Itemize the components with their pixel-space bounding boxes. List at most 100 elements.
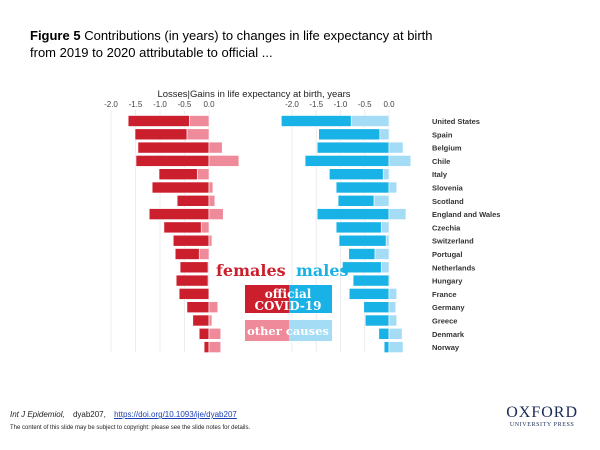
legend-other-male-swatch — [289, 320, 332, 341]
bar-males-other-causes — [388, 181, 398, 194]
bar-males-other-causes — [379, 128, 390, 141]
legend-official-male-swatch — [289, 285, 332, 313]
bar-males-other-causes — [385, 234, 390, 247]
country-label: Hungary — [432, 277, 463, 286]
bar-females-other-causes — [208, 314, 213, 327]
bar-males-other-causes — [388, 314, 398, 327]
country-label: Portugal — [432, 250, 462, 259]
bar-females-other-causes — [208, 208, 224, 220]
bar-females-official-covid — [198, 327, 210, 340]
country-labels: United States Spain Belgium Chile Italy Slove… — [432, 117, 500, 352]
bar-females-other-causes — [186, 128, 210, 141]
country-label: Norway — [432, 343, 460, 352]
legend-official-label-2: COVID-19 — [254, 299, 321, 313]
bar-females-official-covid — [175, 274, 209, 287]
country-label: Czechia — [432, 223, 461, 232]
bar-males-other-causes — [380, 261, 390, 274]
bar-males-official-covid — [364, 314, 390, 327]
legend-males-label: males — [296, 261, 349, 280]
bar-males-official-covid — [352, 274, 390, 287]
bar-males-other-causes — [373, 195, 390, 207]
bar-males-official-covid — [316, 141, 390, 154]
country-label: Netherlands — [432, 263, 475, 272]
figure-label: Figure 5 — [30, 28, 81, 43]
country-label: Denmark — [432, 330, 465, 339]
bar-males-other-causes — [388, 341, 404, 353]
bar-females-other-causes — [208, 301, 219, 314]
bar-females-official-covid — [158, 168, 198, 180]
country-label: United States — [432, 117, 480, 126]
bar-males-official-covid — [335, 181, 390, 194]
bar-females-other-causes — [208, 141, 223, 154]
article-id: dyab207, — [72, 410, 106, 419]
bar-males-official-covid — [348, 248, 376, 260]
bar-females-official-covid — [176, 195, 210, 207]
bar-males-official-covid — [318, 128, 381, 141]
doi-link[interactable]: https://doi.org/10.1093/ije/dyab207 — [114, 410, 237, 419]
bar-males-other-causes — [388, 141, 404, 154]
tick-label-males: -0.5 — [358, 100, 372, 109]
bar-males-other-causes — [382, 168, 390, 180]
bar-males-official-covid — [363, 301, 390, 314]
legend: females males official COVID-19 other ca… — [216, 261, 349, 341]
legend-official-female-swatch — [245, 285, 289, 313]
bar-females-official-covid — [151, 181, 210, 194]
country-label: Greece — [432, 317, 457, 326]
bar-females-other-causes — [189, 115, 210, 127]
bar-males-official-covid — [338, 234, 387, 247]
bar-males-official-covid — [383, 341, 390, 353]
bar-females-official-covid — [148, 208, 210, 220]
publisher-logo-line2: UNIVERSITY PRESS — [509, 422, 575, 428]
bar-females-official-covid — [179, 261, 209, 274]
bar-females-other-causes — [208, 155, 240, 167]
tick-label-males: -1.5 — [309, 100, 323, 109]
country-label: Scotland — [432, 197, 464, 206]
country-label: Slovenia — [432, 184, 464, 193]
citation: Int J Epidemiol, dyab207, https://doi.or… — [10, 410, 237, 419]
bar-females-official-covid — [174, 248, 200, 260]
legend-females-label: females — [216, 261, 286, 280]
journal-name: Int J Epidemiol — [10, 410, 63, 419]
tick-label-males: -1.0 — [334, 100, 348, 109]
tick-label-females: -1.5 — [129, 100, 143, 109]
country-label: Spain — [432, 130, 453, 139]
bar-females-other-causes — [198, 248, 210, 260]
bar-males-other-causes — [388, 155, 412, 167]
axis-title: Losses|Gains in life expectancy at birth… — [157, 89, 350, 100]
bars — [127, 115, 412, 353]
country-label: Italy — [432, 170, 448, 179]
bar-males-official-covid — [335, 221, 382, 234]
tick-labels: -2.0 -1.5 -1.0 -0.5 0.0 -2.0 -1.5 -1.0 -0.5 0.0 — [104, 100, 395, 109]
bar-females-official-covid — [163, 221, 202, 234]
bar-males-other-causes — [388, 274, 391, 287]
tick-label-females: 0.0 — [203, 100, 215, 109]
publisher-logo-line1: OXFORD — [506, 404, 578, 421]
bar-females-other-causes — [208, 327, 222, 340]
bar-females-other-causes — [208, 234, 213, 247]
bar-males-official-covid — [329, 168, 384, 180]
bar-females-official-covid — [172, 234, 210, 247]
country-label: Chile — [432, 157, 450, 166]
bar-females-official-covid — [186, 301, 210, 314]
bar-males-other-causes — [388, 288, 398, 300]
tick-label-females: -0.5 — [178, 100, 192, 109]
bar-females-other-causes — [200, 221, 210, 234]
bar-males-official-covid — [316, 208, 390, 220]
bar-females-other-causes — [208, 341, 222, 353]
country-label: Germany — [432, 303, 465, 312]
bar-males-official-covid — [348, 288, 390, 300]
bar-males-other-causes — [380, 221, 390, 234]
legend-other-female-swatch — [245, 320, 289, 341]
bar-males-other-causes — [388, 327, 403, 340]
bar-males-other-causes — [388, 301, 397, 314]
bar-females-official-covid — [127, 115, 190, 127]
figure-caption-text: Contributions (in years) to changes in l… — [30, 28, 433, 60]
country-label: England and Wales — [432, 210, 500, 219]
bar-females-official-covid — [134, 128, 188, 141]
bar-females-official-covid — [137, 141, 210, 154]
bar-males-other-causes — [374, 248, 390, 260]
publisher-logo: OXFORD UNIVERSITY PRESS — [506, 405, 578, 430]
legend-official-label-1: official — [265, 287, 312, 301]
bar-females-official-covid — [203, 341, 210, 353]
